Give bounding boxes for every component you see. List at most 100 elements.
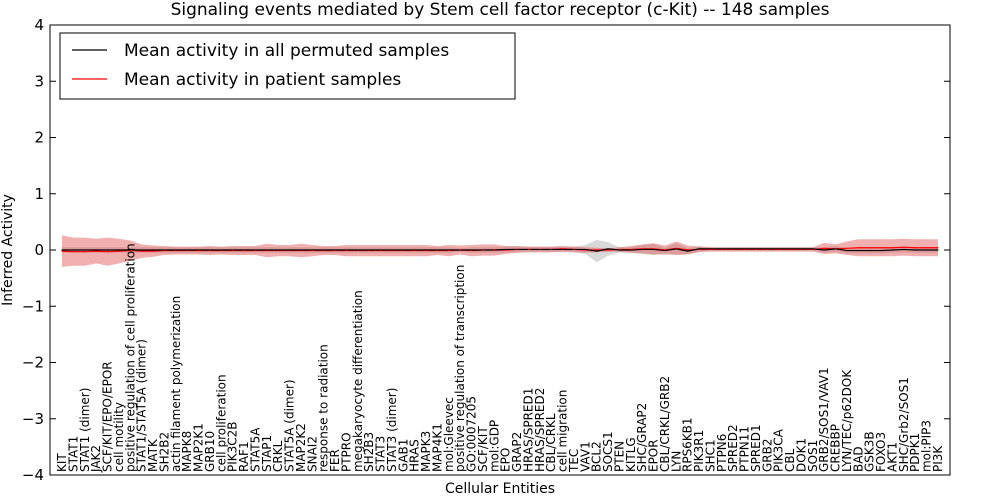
data-point-patient-22 (311, 249, 313, 252)
category-label-67: GRB2/SOS1/VAV1 (817, 367, 831, 472)
data-point-permuted-48 (607, 248, 609, 250)
y-tick-label-4: 0 (34, 241, 44, 259)
data-point-patient-63 (778, 248, 780, 251)
data-point-patient-20 (288, 249, 291, 252)
y-tick-label-0: −4 (22, 466, 44, 484)
data-point-patient-43 (550, 248, 552, 251)
category-label-1: STAT1 (66, 436, 80, 472)
data-point-patient-14 (220, 249, 222, 252)
category-label-13: GRB10 (203, 431, 217, 472)
data-point-permuted-69 (846, 249, 848, 252)
category-label-10: actin filament polymerization (169, 296, 183, 472)
data-point-patient-35 (459, 249, 461, 251)
category-label-71: GSK3B (863, 431, 877, 472)
data-point-permuted-3 (95, 249, 97, 251)
data-point-patient-33 (436, 249, 439, 252)
category-label-30: GAB1 (396, 439, 410, 472)
y-tick-label-2: −2 (22, 354, 44, 372)
data-point-patient-17 (254, 249, 256, 252)
data-point-patient-24 (334, 249, 336, 252)
category-label-53: CBL/CRKL/GRB2 (658, 376, 672, 472)
category-label-22: SNAI2 (305, 436, 319, 472)
data-point-patient-71 (869, 247, 871, 249)
category-label-6: positive regulation of cell proliferatio… (123, 243, 137, 472)
y-tick-label-8: 4 (34, 16, 44, 34)
data-point-permuted-47 (596, 250, 598, 252)
category-label-77: PI3K (931, 445, 945, 472)
data-point-permuted-73 (891, 249, 894, 251)
data-point-permuted-76 (926, 249, 928, 251)
data-point-patient-42 (539, 248, 541, 251)
y-axis-ticks: −4 −3 −2 −1 0 1 2 3 4 (22, 16, 950, 484)
data-point-permuted-70 (857, 249, 859, 252)
data-point-patient-11 (186, 249, 188, 252)
data-point-patient-52 (652, 248, 655, 250)
category-label-2: STAT1 (dimer) (78, 388, 92, 472)
category-label-17: STAT5A (248, 427, 262, 472)
data-point-permuted-75 (914, 249, 916, 251)
category-label-3: JAK2 (89, 445, 103, 473)
data-point-patient-57 (709, 248, 712, 251)
category-label-26: megakaryocyte differentiation (351, 290, 365, 472)
data-point-patient-39 (505, 249, 507, 251)
data-point-permuted-4 (106, 249, 109, 251)
data-point-patient-30 (402, 249, 404, 252)
category-label-68: CREBBP (829, 424, 843, 472)
y-tick-label-7: 3 (34, 72, 44, 90)
data-point-patient-26 (357, 249, 359, 252)
category-label-14: cell proliferation (214, 374, 228, 472)
data-point-patient-69 (846, 247, 848, 249)
category-label-7: STAT1/STAT5A (dimer) (135, 339, 149, 472)
data-point-patient-70 (857, 247, 859, 249)
category-label-16: RAF1 (237, 441, 251, 472)
category-label-28: STAT3 (374, 436, 388, 472)
data-point-patient-31 (414, 249, 416, 252)
series-lines (61, 246, 939, 253)
category-label-23: response to radiation (317, 344, 331, 472)
category-label-34: mol:Gleevec (442, 397, 456, 472)
category-label-46: VAV1 (578, 441, 592, 472)
data-point-patient-46 (584, 249, 586, 251)
data-point-patient-28 (379, 249, 382, 252)
data-point-patient-73 (891, 247, 894, 249)
category-label-24: FER (328, 449, 342, 472)
data-point-permuted-8 (152, 249, 154, 251)
category-label-35: positive regulation of transcription (453, 265, 467, 472)
data-point-patient-65 (800, 248, 803, 251)
category-label-70: BAD (851, 446, 865, 472)
category-label-39: EPO (499, 448, 513, 472)
data-point-patient-1 (72, 251, 74, 253)
category-label-48: SOCS1 (601, 431, 615, 472)
category-label-57: SHC1 (703, 439, 717, 472)
data-point-patient-66 (812, 248, 814, 251)
category-label-75: PDPK1 (908, 433, 922, 472)
category-label-11: MAPK8 (180, 431, 194, 472)
data-point-patient-32 (425, 249, 427, 252)
plot-frame (49, 24, 951, 476)
category-label-47: BCL2 (590, 441, 604, 472)
data-point-patient-53 (664, 249, 666, 251)
data-point-patient-23 (323, 249, 325, 252)
data-point-patient-59 (732, 248, 734, 251)
data-point-patient-44 (561, 248, 564, 250)
category-label-33: MAP4K1 (430, 423, 444, 472)
legend: Mean activity in all permuted samples Me… (59, 32, 516, 100)
data-point-patient-29 (391, 249, 393, 252)
band-permuted (62, 239, 938, 263)
data-point-patient-37 (482, 249, 484, 251)
data-point-patient-58 (721, 248, 723, 251)
category-label-4: SCF/KIT/EPO/EPOR (101, 361, 115, 472)
data-point-patient-5 (118, 250, 120, 252)
category-label-27: SH2B3 (362, 432, 376, 472)
data-point-patient-72 (880, 247, 882, 249)
category-label-72: FOXO3 (874, 432, 888, 472)
category-label-15: PIK3C2B (226, 421, 240, 472)
category-label-31: HRAS (408, 439, 422, 472)
category-label-41: HRAS/SPRED1 (521, 388, 535, 472)
series-line-permuted (62, 248, 938, 252)
data-point-patient-74 (903, 246, 905, 248)
data-point-permuted-71 (869, 249, 871, 252)
data-point-patient-40 (516, 248, 518, 251)
